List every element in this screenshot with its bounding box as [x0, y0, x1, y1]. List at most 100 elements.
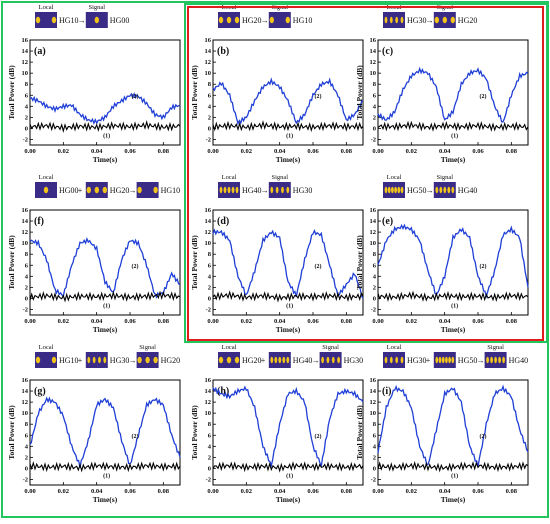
x-ticks: 0.00 0.02 0.04 0.06 0.08 — [372, 312, 518, 325]
x-tick-label: 0.04 — [274, 148, 286, 155]
mode-image-bg — [268, 182, 291, 198]
x-tick-label: 0.08 — [158, 318, 170, 325]
mode-lobe — [447, 186, 451, 194]
x-tick-label: 0.02 — [241, 488, 252, 495]
mode-label: HG30 — [407, 16, 427, 25]
y-tick-label: 2 — [25, 284, 28, 291]
mode-lobe — [438, 356, 442, 364]
mode-image-hg20 — [218, 12, 240, 28]
y-tick-label: 14 — [205, 388, 212, 395]
mode-lobe — [153, 356, 158, 364]
mode-lobe — [87, 356, 91, 364]
y-tick-label: 10 — [205, 240, 212, 247]
mode-lobe — [384, 16, 388, 24]
plot-frame — [377, 209, 529, 316]
y-tick-label: 12 — [22, 59, 29, 66]
y-tick-label: -2 — [206, 136, 211, 143]
y-ticks: -2 0 2 4 6 8 10 12 14 16 — [370, 37, 381, 143]
mode-lobe — [450, 16, 455, 24]
series-1-line — [377, 120, 529, 132]
y-tick-label: 2 — [373, 284, 376, 291]
panel-label: (c) — [382, 46, 393, 57]
mode-image-hg00 — [85, 12, 108, 28]
mode-image-hg50 — [383, 182, 405, 198]
y-tick-label: 0 — [373, 295, 376, 302]
mode-lobe — [326, 356, 330, 364]
mode-image-bg — [35, 352, 57, 368]
y-tick-label: 14 — [370, 388, 377, 395]
y-tick-label: -2 — [371, 136, 376, 143]
mode-label: HG10 — [59, 16, 79, 25]
curve-label-2: (2) — [480, 93, 487, 100]
curve-label-2: (2) — [132, 433, 139, 440]
y-tick-label: 4 — [373, 103, 377, 110]
x-tick-label: 0.04 — [91, 148, 103, 155]
mode-lobe — [331, 356, 335, 364]
series-2-line — [212, 385, 364, 469]
header-label: Signal — [487, 344, 504, 351]
y-tick-label: 6 — [208, 432, 212, 439]
x-ticks: 0.00 0.02 0.04 0.06 0.08 — [24, 142, 170, 155]
mode-lobe — [445, 356, 448, 364]
x-tick-label: 0.00 — [207, 488, 218, 495]
mode-lobe — [234, 16, 240, 24]
y-axis-label: Total Power (dB) — [190, 235, 199, 290]
x-tick-label: 0.08 — [341, 148, 353, 155]
y-tick-label: 12 — [22, 229, 29, 236]
arrow: → — [261, 16, 269, 25]
panel-label: (b) — [217, 46, 229, 57]
plot-frame — [29, 39, 181, 146]
y-axis-label: Total Power (dB) — [190, 65, 199, 120]
y-axis-label: Total Power (dB) — [7, 235, 16, 290]
y-ticks: -2 0 2 4 6 8 10 12 14 16 — [370, 207, 381, 313]
y-tick-label: 12 — [205, 229, 212, 236]
mode-lobe — [275, 186, 279, 194]
y-tick-label: 16 — [22, 377, 29, 384]
mode-lobe — [337, 356, 340, 364]
mode-image-hg10 — [268, 12, 291, 28]
y-tick-label: 14 — [370, 48, 377, 55]
x-ticks: 0.00 0.02 0.04 0.06 0.08 — [24, 312, 170, 325]
x-axis-label: Time(s) — [93, 495, 118, 504]
plus-sign: + — [261, 356, 266, 365]
curve-label-1: (1) — [451, 302, 458, 309]
y-tick-label: 10 — [205, 70, 212, 77]
header-label: Local — [39, 4, 54, 11]
x-tick-label: 0.08 — [158, 148, 170, 155]
plot-frame — [212, 39, 364, 146]
mode-lobe — [86, 186, 92, 194]
curve-label-1: (1) — [451, 472, 458, 479]
x-ticks: 0.00 0.02 0.04 0.06 0.08 — [372, 482, 518, 495]
x-ticks: 0.00 0.02 0.04 0.06 0.08 — [24, 482, 170, 495]
header-label: Local — [222, 4, 237, 11]
y-tick-label: 2 — [373, 114, 376, 121]
x-tick-label: 0.08 — [158, 488, 170, 495]
mode-label: HG40 — [458, 186, 478, 195]
y-tick-label: 8 — [208, 251, 212, 258]
y-tick-label: 2 — [25, 454, 28, 461]
header-label: Signal — [139, 344, 156, 351]
x-tick-label: 0.04 — [439, 148, 451, 155]
mode-image-hg40 — [218, 182, 240, 198]
x-tick-label: 0.04 — [274, 488, 286, 495]
y-tick-label: 16 — [205, 37, 212, 44]
mode-lobe — [94, 186, 100, 194]
mode-lobe — [35, 16, 41, 24]
arrow: → — [426, 16, 434, 25]
mode-image-hg50 — [433, 352, 456, 368]
mode-lobe — [397, 186, 401, 194]
mode-lobe — [400, 16, 404, 24]
y-tick-label: 0 — [208, 125, 211, 132]
x-ticks: 0.00 0.02 0.04 0.06 0.08 — [372, 142, 518, 155]
series-1-line — [212, 120, 364, 133]
y-tick-label: 8 — [373, 421, 377, 428]
mode-lobe — [502, 356, 505, 364]
curve-label-2: (2) — [315, 263, 322, 270]
y-axis-label: Total Power (dB) — [355, 65, 364, 120]
mode-lobe — [443, 186, 447, 194]
x-tick-label: 0.06 — [472, 148, 484, 155]
y-axis-label: Total Power (dB) — [190, 405, 199, 460]
mode-lobe — [51, 16, 57, 24]
y-tick-label: 8 — [25, 251, 29, 258]
